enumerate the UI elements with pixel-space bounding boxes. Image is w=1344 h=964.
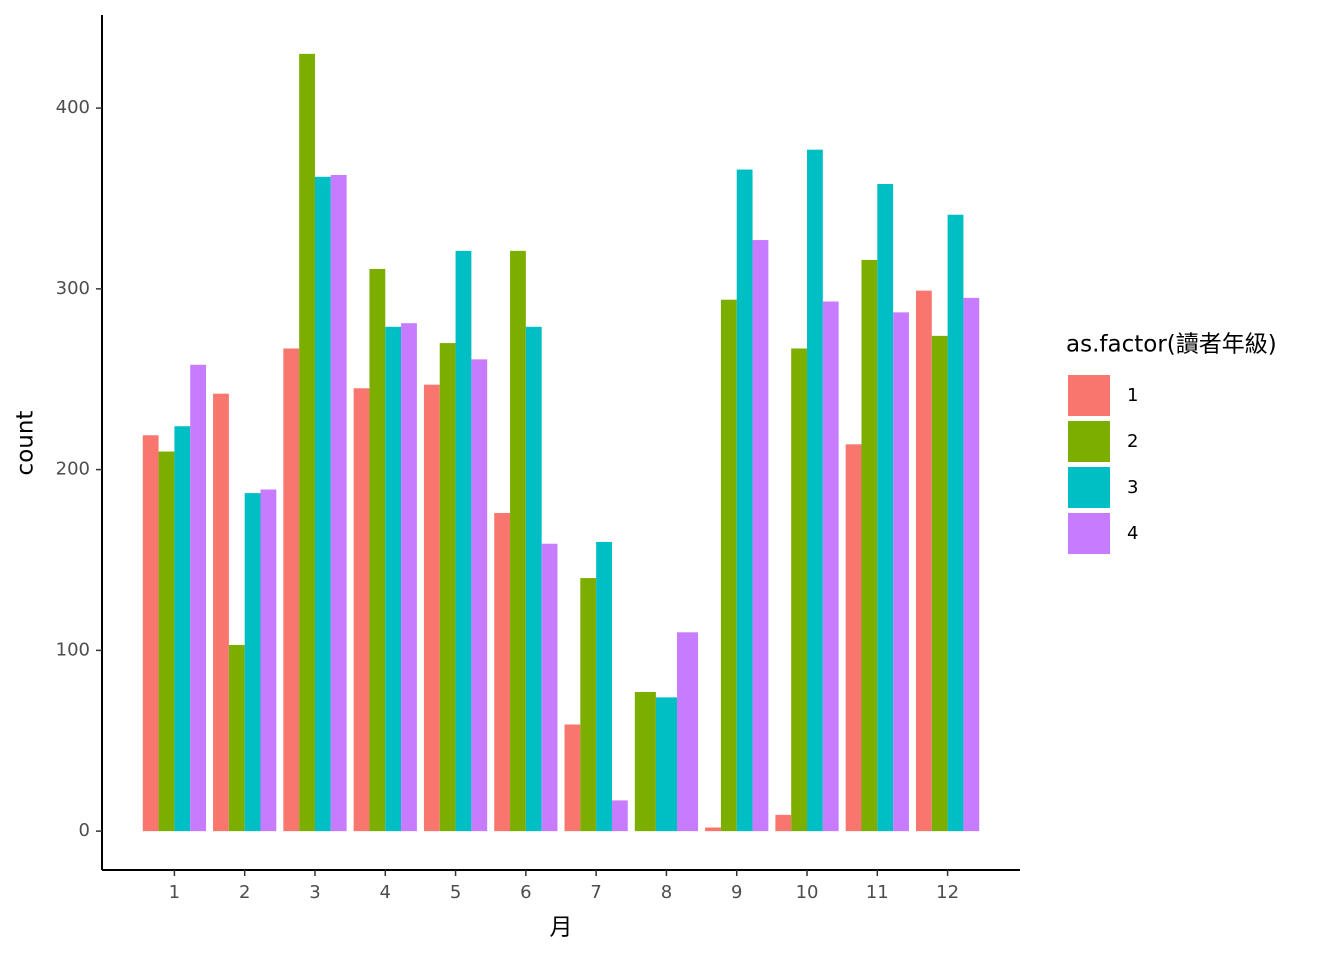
- bar: [471, 359, 488, 832]
- bar: [736, 169, 753, 832]
- bar: [439, 343, 456, 832]
- x-tick-label: 7: [590, 882, 601, 903]
- bar: [510, 250, 526, 832]
- bar: [705, 827, 721, 832]
- legend-label: 1: [1127, 385, 1138, 406]
- bar: [158, 451, 175, 832]
- x-tick-label: 5: [450, 882, 461, 903]
- x-tick-label: 6: [520, 882, 531, 903]
- legend-label: 2: [1127, 431, 1138, 452]
- bar: [775, 814, 792, 832]
- bar: [915, 290, 932, 832]
- bar: [720, 299, 737, 832]
- bar: [676, 632, 699, 832]
- y-tick-label: 400: [56, 97, 90, 118]
- bar: [213, 393, 229, 832]
- bar: [314, 176, 331, 832]
- x-tick-label: 11: [866, 882, 889, 903]
- x-tick-label: 8: [661, 882, 672, 903]
- bar: [494, 512, 511, 832]
- x-tick-label: 4: [380, 882, 391, 903]
- bar: [142, 435, 159, 832]
- bar: [330, 174, 347, 832]
- y-tick-label: 100: [56, 639, 90, 660]
- y-axis-title: count: [13, 411, 39, 476]
- x-axis-title: 月: [550, 915, 573, 941]
- bar: [174, 426, 191, 832]
- legend-key: [1068, 421, 1110, 462]
- bar: [963, 297, 980, 832]
- bar: [283, 348, 300, 832]
- bar: [861, 259, 878, 832]
- x-tick-label: 10: [796, 882, 819, 903]
- bar: [634, 691, 656, 832]
- bar: [655, 697, 677, 832]
- bar: [455, 250, 472, 832]
- legend-label: 3: [1127, 477, 1138, 498]
- legend-key: [1068, 467, 1110, 508]
- bar: [260, 489, 277, 832]
- bar: [401, 323, 417, 832]
- x-tick-label: 1: [169, 882, 180, 903]
- legend-label: 4: [1127, 523, 1138, 544]
- bar: [877, 184, 894, 832]
- x-tick-label: 9: [731, 882, 742, 903]
- bar: [807, 149, 823, 832]
- legend-title: as.factor(讀者年級): [1066, 332, 1277, 358]
- bar: [228, 644, 245, 832]
- y-tick-label: 300: [56, 278, 90, 299]
- bar: [525, 326, 542, 832]
- bar: [564, 724, 581, 832]
- bar: [385, 326, 402, 832]
- bar: [845, 444, 862, 832]
- bar: [947, 214, 964, 832]
- x-tick-label: 3: [309, 882, 320, 903]
- y-tick-label: 200: [56, 459, 90, 480]
- y-tick-label: 0: [79, 820, 90, 841]
- bar: [822, 301, 839, 832]
- bar: [423, 384, 440, 832]
- bar: [611, 800, 628, 832]
- bar: [244, 493, 261, 832]
- x-tick-label: 2: [239, 882, 250, 903]
- bar: [596, 541, 612, 832]
- x-tick-label: 12: [936, 882, 959, 903]
- bar: [931, 335, 948, 832]
- bar: [791, 348, 808, 832]
- bar: [580, 578, 597, 832]
- bar: [353, 388, 370, 832]
- bar: [893, 312, 909, 832]
- bar: [752, 240, 769, 832]
- legend-key: [1068, 375, 1110, 416]
- legend-key: [1068, 513, 1110, 554]
- bar: [369, 268, 386, 832]
- bar: [541, 543, 558, 832]
- bar: [299, 53, 315, 832]
- bar: [190, 364, 207, 832]
